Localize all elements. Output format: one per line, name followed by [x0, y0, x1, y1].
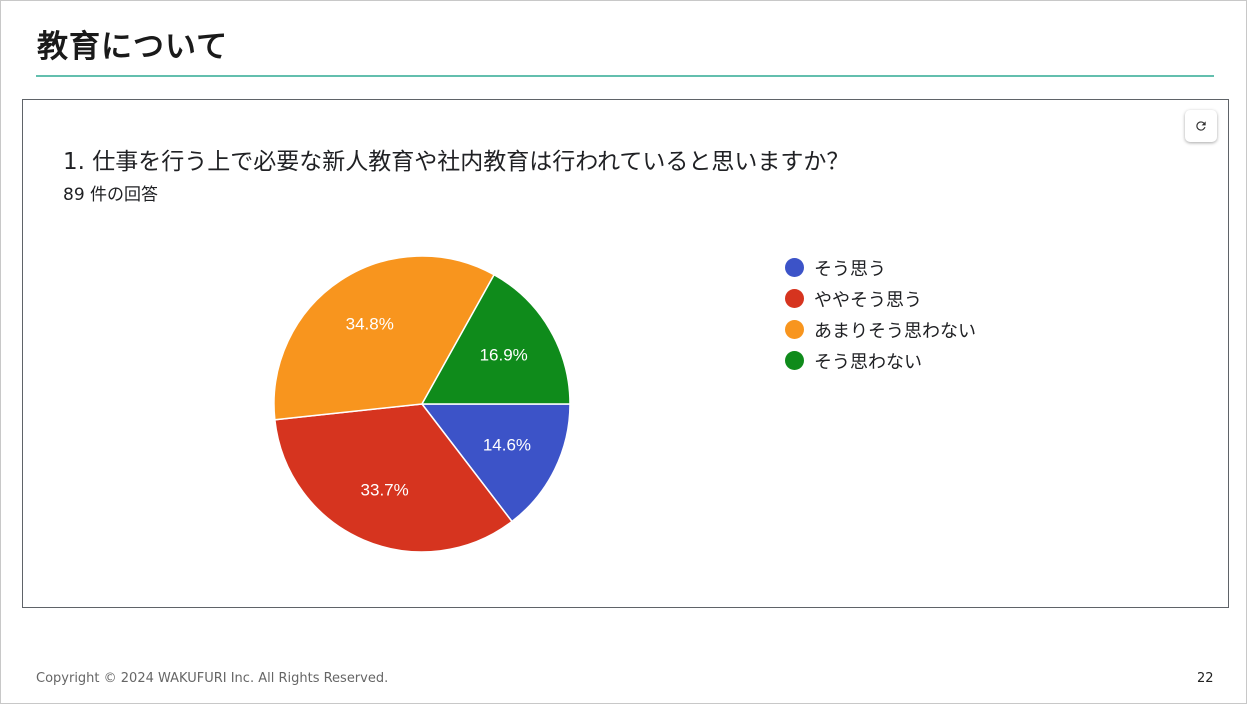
- legend-label: そう思う: [814, 258, 886, 280]
- pie-slice[interactable]: [420, 403, 571, 523]
- title-divider: [36, 75, 1214, 77]
- refresh-icon: [1196, 121, 1206, 131]
- legend-swatch: [785, 289, 804, 308]
- slice-percent-label: 14.6%: [483, 435, 531, 454]
- chart-legend: そう思う ややそう思う あまりそう思わない そう思わない: [785, 252, 976, 376]
- slice-percent-label: 16.9%: [480, 346, 528, 365]
- legend-item[interactable]: ややそう思う: [785, 283, 976, 314]
- response-count: 89 件の回答: [63, 185, 159, 205]
- pie-slice[interactable]: [274, 403, 514, 553]
- legend-item[interactable]: そう思う: [785, 252, 976, 283]
- pie-slice[interactable]: [273, 255, 496, 421]
- page-number: 22: [1197, 671, 1214, 686]
- legend-label: あまりそう思わない: [814, 320, 976, 342]
- legend-swatch: [785, 258, 804, 277]
- legend-label: ややそう思う: [814, 289, 922, 311]
- slice-percent-label: 34.8%: [346, 314, 394, 333]
- slide-title: 教育について: [37, 29, 229, 65]
- legend-swatch: [785, 351, 804, 370]
- pie-slice[interactable]: [420, 273, 571, 405]
- chart-card: 1. 仕事を行う上で必要な新人教育や社内教育は行われていると思いますか？ 89 …: [22, 99, 1229, 608]
- legend-item[interactable]: あまりそう思わない: [785, 314, 976, 345]
- slice-percent-label: 33.7%: [361, 481, 409, 500]
- footer-copyright: Copyright © 2024 WAKUFURI Inc. All Right…: [36, 671, 389, 686]
- legend-label: そう思わない: [814, 351, 922, 373]
- legend-item[interactable]: そう思わない: [785, 345, 976, 376]
- pie-chart: 14.6% 33.7% 34.8% 16.9%: [273, 255, 571, 553]
- legend-swatch: [785, 320, 804, 339]
- question-title: 1. 仕事を行う上で必要な新人教育や社内教育は行われていると思いますか？: [63, 149, 850, 175]
- refresh-button[interactable]: [1185, 110, 1217, 142]
